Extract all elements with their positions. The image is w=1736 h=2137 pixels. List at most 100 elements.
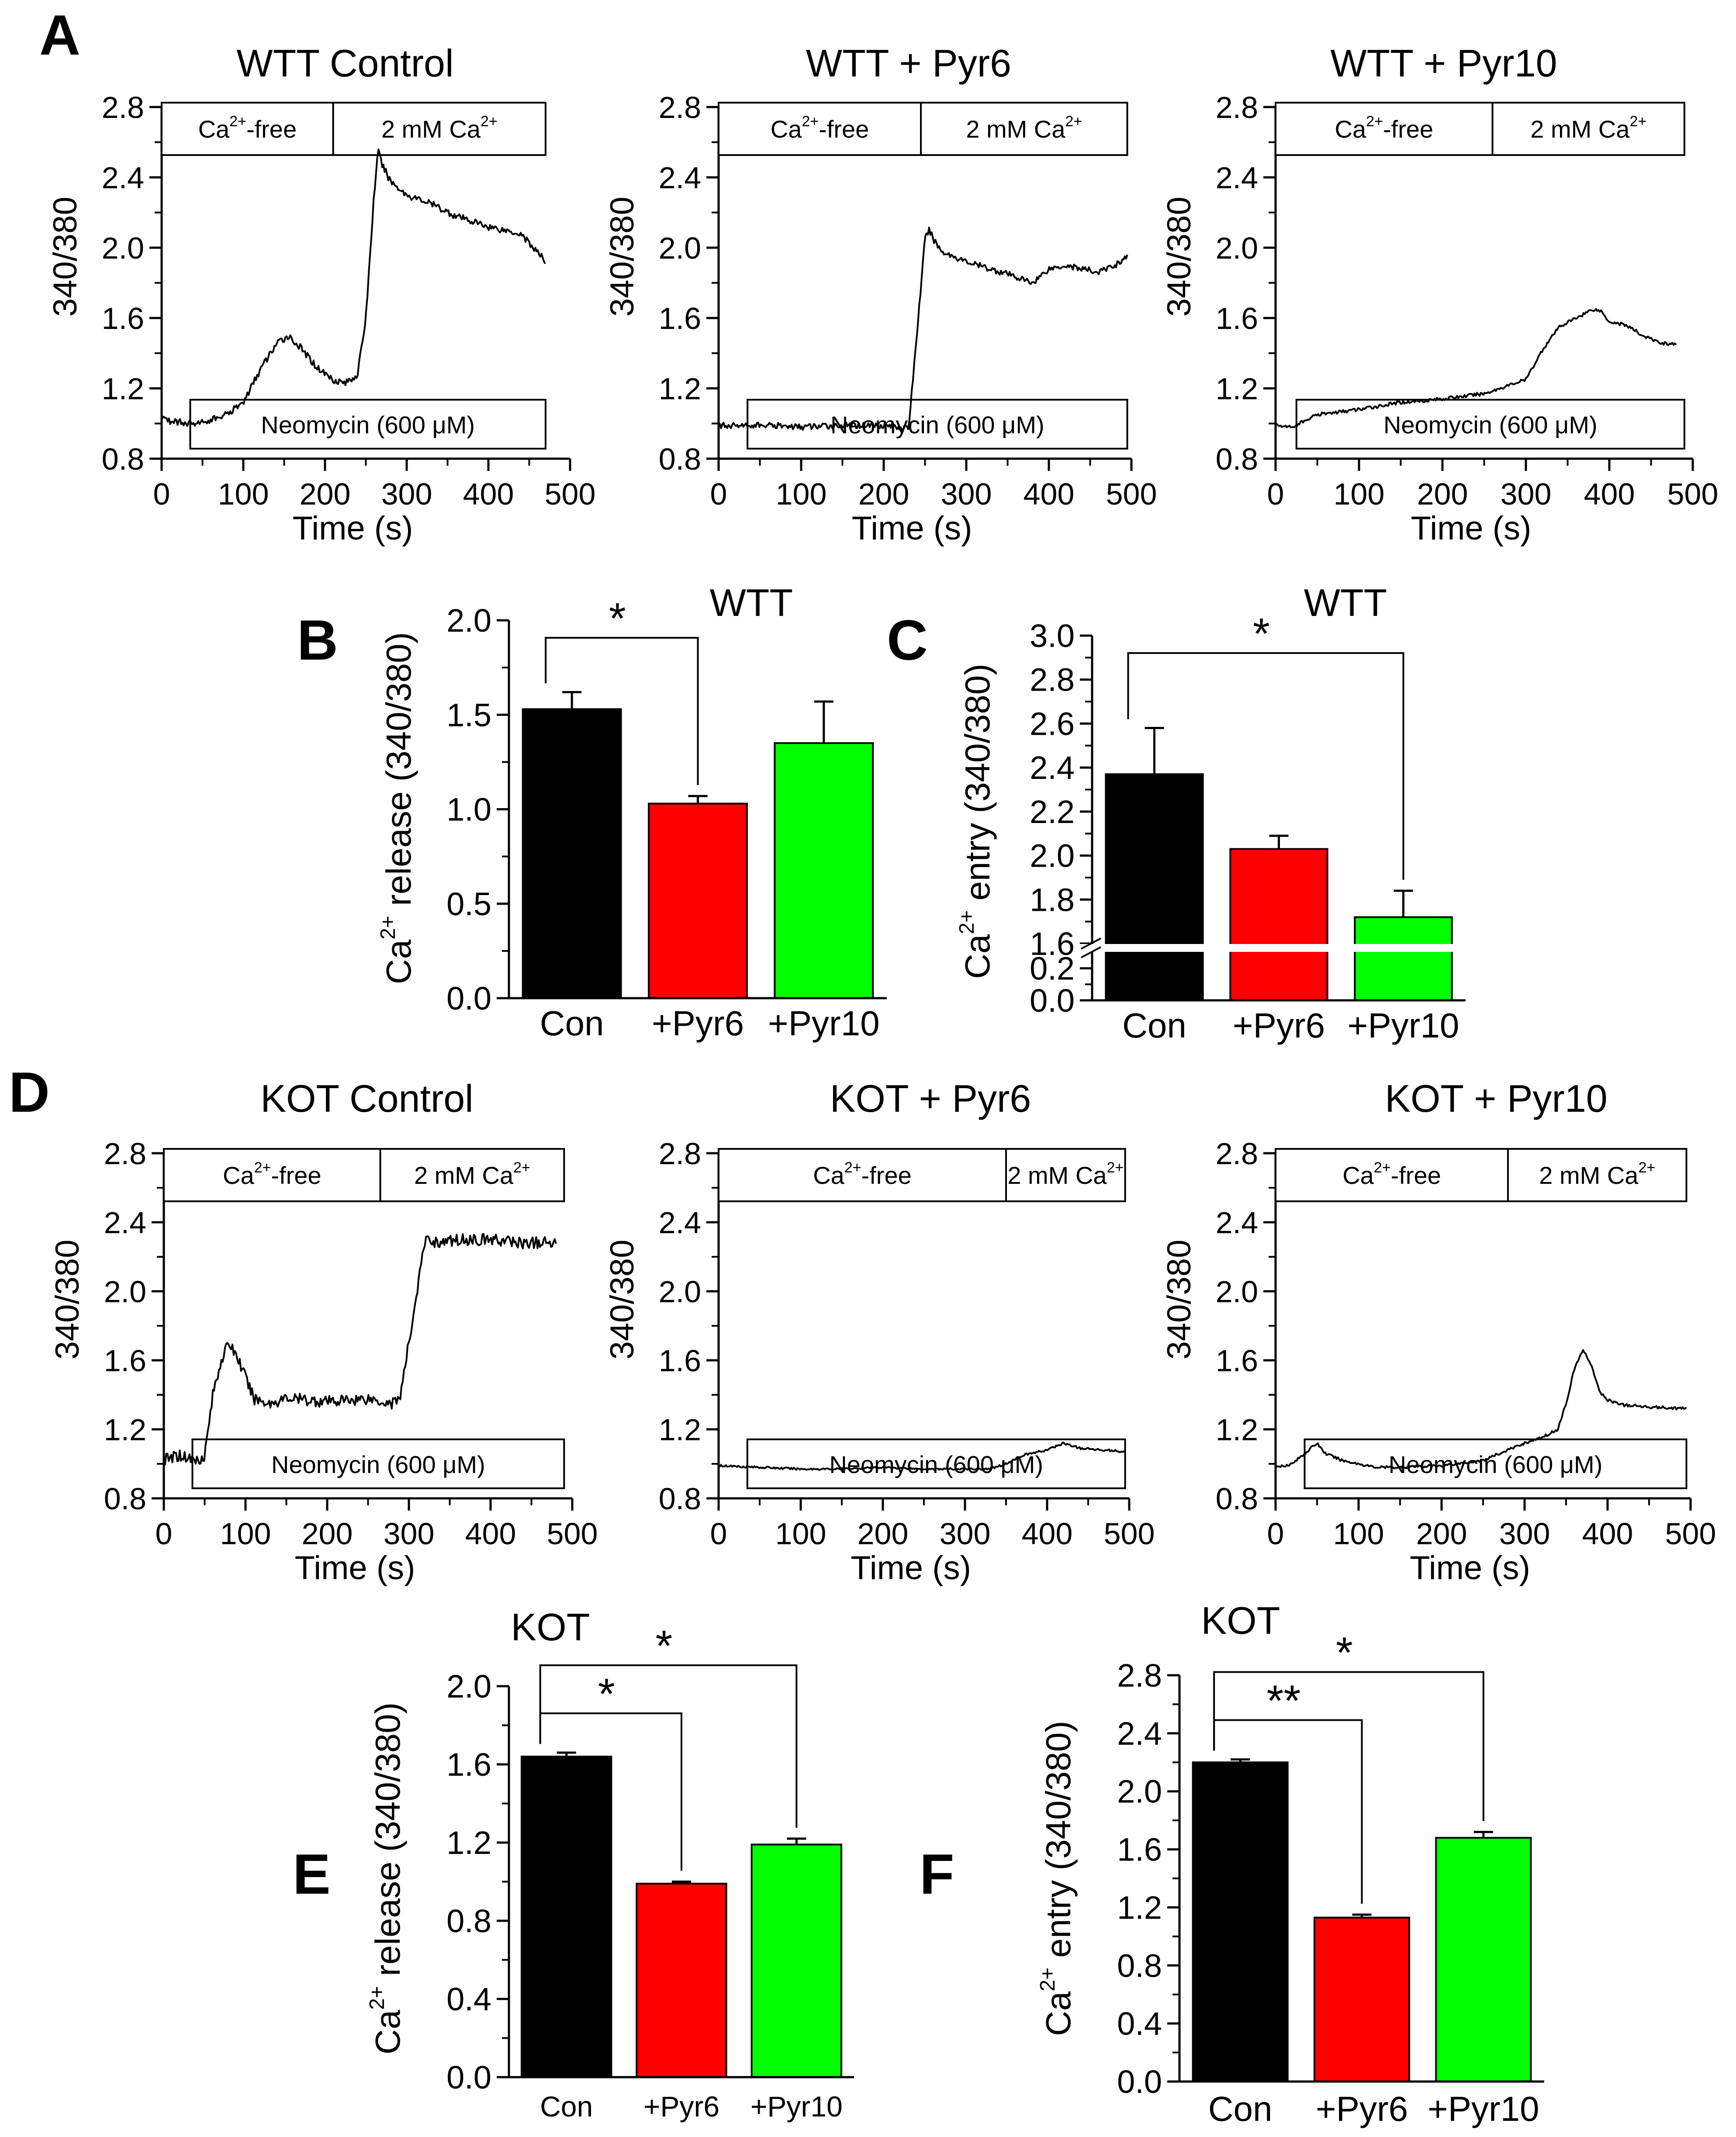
chart-kot-entry-bars: KOT Con +Pyr6 +Pyr10 0.0 0.4 0.8 1.2 1.6 2.0 2.4 2.…	[1036, 1599, 1544, 2128]
condition-label-sup: 2+	[802, 113, 819, 130]
y-axis-label-text: Ca	[368, 2009, 407, 2054]
chart-kot-control: KOT Control 0.8 1.2 1.6 2.0 2.4 2.8 0 100 200 300 4…	[49, 1077, 598, 1587]
condition-box	[1491, 102, 1685, 156]
x-tick-label: 0	[710, 477, 727, 511]
y-axis-label: Ca2+ release (340/380)	[377, 632, 418, 984]
significance-bracket	[1213, 1671, 1484, 1821]
chart-kot-release-bars: KOT Con +Pyr6 +Pyr10 0.0 0.4 0.8 1.2 1.6 2.0 Ca2+ …	[366, 1605, 854, 2123]
x-tick-label: 500	[547, 1517, 598, 1551]
y-tick-label: 2.4	[1216, 1206, 1258, 1240]
treatment-label: Neomycin (600 μM)	[1383, 411, 1598, 439]
condition-box	[718, 102, 922, 156]
x-tick-label: 0	[1267, 1517, 1284, 1551]
y-tick-label: 1.2	[1216, 1413, 1258, 1447]
condition-box	[920, 102, 1128, 156]
significance-bracket	[1127, 652, 1404, 880]
y-tick-label: 1.0	[446, 792, 491, 828]
x-axis-label: Time (s)	[293, 510, 413, 547]
y-axis-label: 340/380	[604, 197, 641, 317]
y-tick-label: 2.0	[446, 602, 491, 639]
y-tick-label: 2.4	[1030, 750, 1075, 786]
treatment-label: Neomycin (600 μM)	[261, 411, 475, 439]
treatment-box	[1295, 399, 1685, 450]
condition-label-text: -free	[1383, 115, 1433, 143]
x-tick-label: 500	[1104, 1517, 1155, 1551]
treatment-box	[191, 1438, 565, 1489]
y-tick-label: 0.8	[102, 442, 144, 476]
y-tick-label: 2.8	[1117, 1657, 1162, 1694]
condition-label-text: Ca	[198, 115, 230, 143]
category-label: +Pyr6	[1233, 1006, 1325, 1045]
y-tick-label: 1.2	[1216, 372, 1258, 406]
treatment-box	[189, 399, 546, 450]
x-tick-label: 500	[1665, 1517, 1716, 1551]
category-label: +Pyr6	[643, 2090, 719, 2123]
y-axis-label-text: Ca	[1039, 1991, 1078, 2036]
y-tick-label: 2.0	[1117, 1774, 1162, 1810]
y-tick-label: 0.8	[659, 1482, 701, 1516]
condition-box	[1275, 102, 1494, 156]
y-tick-label: 2.4	[659, 161, 701, 195]
y-tick-label: 2.0	[102, 231, 144, 265]
y-axis-label-sup: 2+	[377, 916, 400, 940]
chart-title: WTT Control	[236, 41, 453, 85]
condition-label-text: Ca	[223, 1162, 254, 1189]
y-axis-label-text: entry (340/380)	[958, 664, 997, 910]
y-axis-label-sup: 2+	[366, 1986, 389, 2010]
y-tick-label: 0.0	[1117, 2064, 1162, 2100]
chart-title: WTT	[1304, 581, 1387, 624]
condition-box	[161, 102, 334, 156]
y-axis-label: 340/380	[604, 1240, 641, 1360]
condition-box	[332, 102, 546, 156]
y-tick-label: 2.0	[659, 231, 701, 265]
chart-title: KOT	[1201, 1599, 1280, 1642]
condition-label-text: Ca	[1335, 115, 1366, 143]
chart-title: KOT + Pyr10	[1385, 1077, 1607, 1120]
trace-line	[161, 148, 546, 427]
y-axis-label: 340/380	[49, 1240, 86, 1360]
trace-line	[1275, 308, 1677, 429]
y-tick-label: 1.5	[446, 697, 491, 733]
condition-label-text: 2 mM Ca	[381, 115, 481, 143]
panel-letter-b: B	[297, 608, 338, 672]
significance-label: *	[609, 594, 626, 643]
bar-3	[1435, 1837, 1532, 2082]
y-tick-label: 0.8	[659, 442, 701, 476]
bar-1	[1105, 773, 1204, 1001]
chart-kot-pyr10: KOT + Pyr10 0.8 1.2 1.6 2.0 2.4 2.8 0 100 200 300 4…	[1161, 1077, 1716, 1587]
bar-1	[1192, 1761, 1289, 2082]
significance-label: *	[1336, 1629, 1353, 1677]
condition-label: Ca2+-free	[771, 113, 869, 143]
condition-box	[163, 1148, 381, 1202]
x-axis-label: Time (s)	[851, 1549, 971, 1587]
bar-2	[636, 1882, 727, 2078]
significance-label: *	[656, 1622, 673, 1670]
y-tick-label: 0.8	[1216, 442, 1258, 476]
x-tick-label: 300	[1501, 477, 1552, 511]
x-tick-label: 500	[1667, 477, 1719, 511]
y-axis-label: 340/380	[1161, 197, 1198, 317]
chart-title: WTT	[710, 581, 793, 624]
x-tick-label: 0	[1267, 477, 1284, 511]
condition-label-sup: 2+	[1107, 1159, 1124, 1176]
y-axis-label: 340/380	[47, 197, 84, 317]
treatment-box	[1304, 1438, 1688, 1489]
y-tick-label: 0.5	[446, 886, 491, 922]
condition-box	[1005, 1148, 1126, 1202]
panel-letter-e: E	[293, 1842, 331, 1906]
y-tick-label: 1.2	[1117, 1889, 1162, 1926]
condition-box	[718, 1148, 1007, 1202]
y-tick-label: 2.4	[1117, 1715, 1162, 1752]
y-tick-label: 3.0	[1030, 618, 1075, 654]
condition-label-text: Ca	[771, 115, 802, 143]
chart-wtt-entry-bars: WTT Con +Pyr6 +Pyr10 0.00.21.6 1.8 2.0 2.2 2.4 2.…	[955, 581, 1474, 1045]
x-tick-label: 100	[1334, 477, 1385, 511]
condition-label-text: 2 mM Ca	[1539, 1162, 1639, 1189]
condition-label-sup: 2+	[1629, 113, 1646, 130]
x-tick-label: 500	[1106, 477, 1157, 511]
y-tick-label: 2.8	[1216, 1137, 1258, 1171]
x-tick-label: 0	[153, 477, 170, 511]
condition-box	[1507, 1148, 1688, 1202]
x-tick-label: 400	[1582, 1517, 1633, 1551]
